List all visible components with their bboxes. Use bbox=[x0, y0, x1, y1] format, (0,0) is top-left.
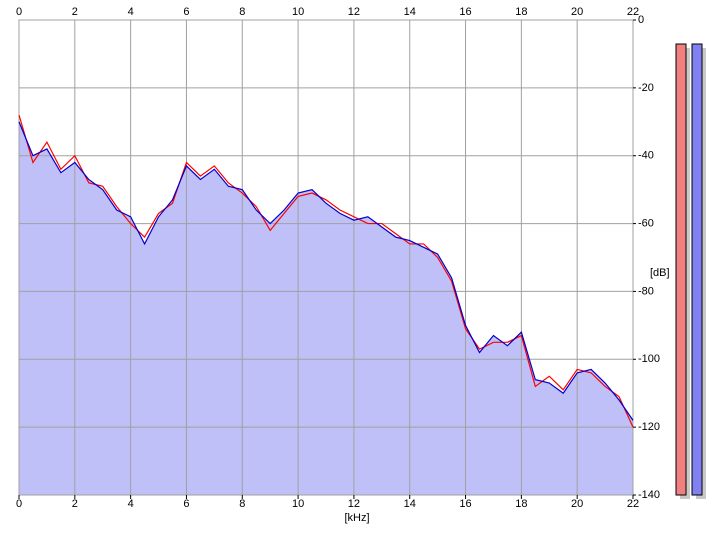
x-axis-label: [kHz] bbox=[344, 512, 369, 524]
y-tick-label: -20 bbox=[638, 82, 654, 94]
x-tick-label-top: 16 bbox=[459, 6, 471, 18]
x-tick-label-top: 20 bbox=[571, 6, 583, 18]
x-tick-label-top: 14 bbox=[404, 6, 416, 18]
x-tick-label: 22 bbox=[627, 498, 639, 510]
x-tick-label: 20 bbox=[571, 498, 583, 510]
x-tick-label-top: 0 bbox=[16, 6, 22, 18]
left-level-meter bbox=[675, 43, 687, 496]
x-tick-label-top: 12 bbox=[348, 6, 360, 18]
x-tick-label: 6 bbox=[183, 498, 189, 510]
series-line bbox=[18, 121, 634, 421]
plot-content bbox=[18, 19, 634, 496]
y-tick-label: -100 bbox=[638, 353, 660, 365]
x-tick-label: 10 bbox=[292, 498, 304, 510]
x-tick-label-top: 10 bbox=[292, 6, 304, 18]
y-tick-label: -60 bbox=[638, 217, 654, 229]
x-tick-label-top: 6 bbox=[183, 6, 189, 18]
x-tick-label: 4 bbox=[128, 498, 134, 510]
y-tick-label: 0 bbox=[638, 14, 644, 26]
x-tick-label: 14 bbox=[404, 498, 416, 510]
y-tick-label: -120 bbox=[638, 421, 660, 433]
x-tick-label: 16 bbox=[459, 498, 471, 510]
x-tick-label: 18 bbox=[515, 498, 527, 510]
y-tick-label: -40 bbox=[638, 150, 654, 162]
x-tick-label: 8 bbox=[239, 498, 245, 510]
x-tick-label: 0 bbox=[16, 498, 22, 510]
x-tick-label: 12 bbox=[348, 498, 360, 510]
x-tick-label-top: 4 bbox=[128, 6, 134, 18]
y-axis-label: [dB] bbox=[650, 267, 670, 279]
y-tick-label: -140 bbox=[638, 489, 660, 501]
x-tick-label-top: 2 bbox=[72, 6, 78, 18]
right-level-meter bbox=[691, 43, 703, 496]
x-tick-label: 2 bbox=[72, 498, 78, 510]
x-tick-label-top: 22 bbox=[627, 6, 639, 18]
area-fill bbox=[19, 121, 633, 496]
x-tick-label-top: 18 bbox=[515, 6, 527, 18]
y-tick-label: -80 bbox=[638, 285, 654, 297]
x-tick-label-top: 8 bbox=[239, 6, 245, 18]
